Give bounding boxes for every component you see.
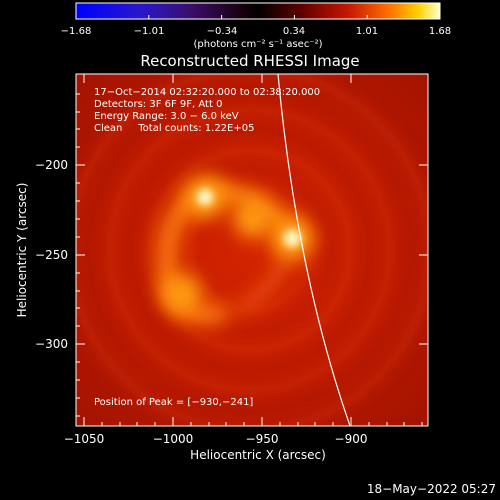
solar-limb-line — [277, 74, 351, 426]
colorbar-tick-label: −0.34 — [206, 26, 238, 37]
x-tick-label: −1050 — [63, 432, 105, 446]
colorbar — [75, 2, 441, 20]
timestamp: 18−May−2022 05:27 — [366, 482, 496, 496]
y-tick-label: −250 — [35, 248, 68, 262]
colorbar-tick-label: 1.01 — [355, 26, 379, 37]
peak-position-label: Position of Peak = [−930,−241] — [94, 397, 254, 408]
flare-source-core — [196, 188, 214, 206]
flare-source-glow — [161, 273, 202, 314]
colorbar-tick-label: −1.68 — [60, 26, 92, 37]
rhessi-image — [76, 74, 428, 426]
x-tick-label: −1000 — [152, 432, 194, 446]
info-time-range: 17−Oct−2014 02:32:20.000 to 02:38:20.000 — [94, 87, 321, 98]
colorbar-tick-label: 0.34 — [282, 26, 306, 37]
x-axis-ticks — [83, 74, 423, 426]
x-axis-label: Heliocentric X (arcsec) — [190, 448, 326, 462]
info-detectors: Detectors: 3F 6F 9F, Att 0 — [94, 99, 223, 110]
colorbar-tick-label: −1.01 — [133, 26, 165, 37]
plot-frame — [75, 73, 429, 427]
y-axis-ticks — [76, 93, 428, 417]
colorbar-ticks — [75, 15, 441, 19]
info-energy: Energy Range: 3.0 − 6.0 keV — [94, 111, 239, 122]
y-tick-label: −300 — [35, 337, 68, 351]
plot-title: Reconstructed RHESSI Image — [140, 52, 360, 70]
x-tick-label: −950 — [245, 432, 279, 446]
y-tick-label: −200 — [35, 158, 68, 172]
flare-source-core — [283, 229, 302, 248]
y-axis-label: Heliocentric Y (arcsec) — [15, 182, 29, 318]
colorbar-units: (photons cm⁻² s⁻¹ asec⁻²) — [193, 39, 323, 50]
flare-source-glow — [233, 199, 273, 239]
info-counts: Clean Total counts: 1.22E+05 — [94, 123, 255, 134]
x-tick-label: −900 — [334, 432, 368, 446]
colorbar-tick-label: 1.68 — [428, 26, 452, 37]
